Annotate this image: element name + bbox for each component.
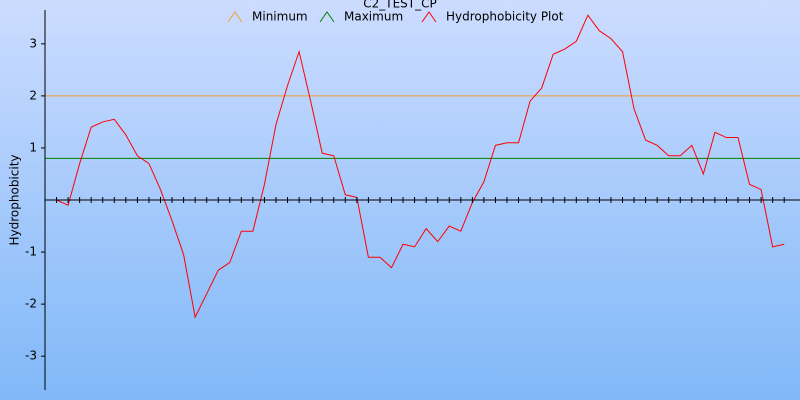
y-tick-label: 2 [29, 88, 37, 102]
y-tick-label: -3 [25, 349, 37, 363]
legend-icon [421, 11, 437, 23]
y-tick-label: 3 [29, 36, 37, 50]
y-tick-label: -2 [25, 297, 37, 311]
data-line [45, 14, 785, 319]
legend-label: Hydrophobicity Plot [446, 10, 564, 24]
legend-icon [319, 11, 335, 23]
legend-label: Minimum [252, 10, 308, 24]
y-tick-label: -1 [25, 245, 37, 259]
legend-icon [227, 11, 243, 23]
legend-label: Maximum [344, 10, 403, 24]
y-tick-label: 1 [29, 140, 37, 154]
chart-title: C2_TEST_CP [363, 0, 437, 11]
y-axis-label: Hydrophobicity [8, 154, 22, 245]
